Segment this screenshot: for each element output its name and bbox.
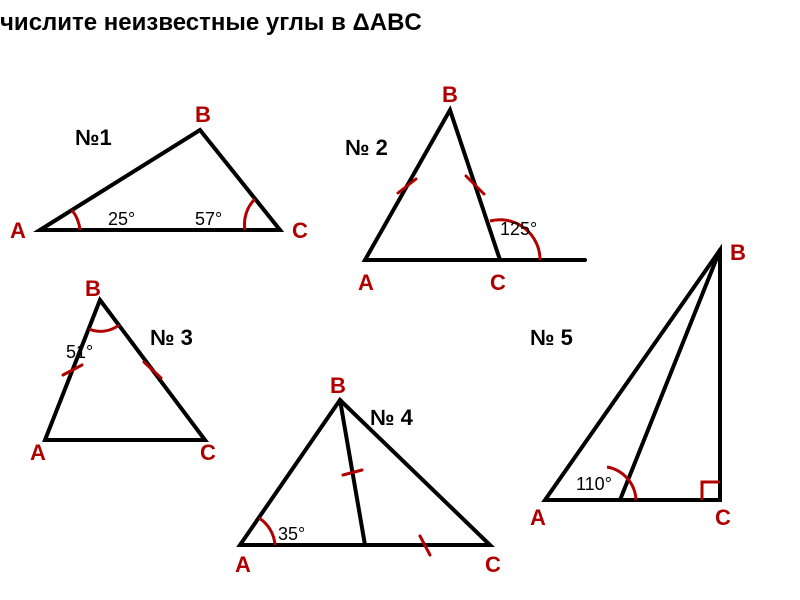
t4-C: C <box>485 552 501 577</box>
t3-B: B <box>85 276 101 301</box>
t3-tick-bc <box>144 362 161 378</box>
triangle-5: № 5 110° A B C <box>530 240 746 530</box>
t1-angle-a: 25° <box>108 209 135 229</box>
t1-angle-c: 57° <box>195 209 222 229</box>
t2-tick-ab <box>398 179 416 193</box>
t2-B: B <box>442 82 458 107</box>
t2-angle-c: 125° <box>500 219 537 239</box>
triangle-2: № 2 125° A B C <box>345 82 585 295</box>
label-2: № 2 <box>345 135 388 160</box>
t2-poly <box>365 110 500 260</box>
t2-C: C <box>490 270 506 295</box>
t1-arc-a <box>72 210 80 230</box>
t5-angle-a: 110° <box>576 474 612 494</box>
label-4: № 4 <box>370 405 414 430</box>
triangle-1: №1 25° 57° A B C <box>10 102 308 243</box>
t5-median <box>620 250 720 500</box>
diagram: числите неизвестные углы в ΔABC №1 25° 5… <box>0 0 800 600</box>
t3-arc-b <box>89 325 119 331</box>
t1-A: A <box>10 218 26 243</box>
t5-A: A <box>530 505 546 530</box>
triangle-4: № 4 35° A B C <box>235 373 501 577</box>
t3-poly <box>45 300 205 440</box>
t3-C: C <box>200 440 216 465</box>
t2-A: A <box>358 270 374 295</box>
t4-B: B <box>330 373 346 398</box>
t4-arc-a <box>259 518 275 545</box>
t1-C: C <box>292 218 308 243</box>
t4-angle-a: 35° <box>278 524 305 544</box>
t5-B: B <box>730 240 746 265</box>
t5-right-angle <box>702 482 720 500</box>
label-3: № 3 <box>150 325 193 350</box>
t3-angle-b: 51° <box>66 342 93 362</box>
t5-C: C <box>715 505 731 530</box>
t1-B: B <box>195 102 211 127</box>
page-title: числите неизвестные углы в ΔABC <box>0 9 422 36</box>
t4-A: A <box>235 552 251 577</box>
t3-A: A <box>30 440 46 465</box>
t5-poly <box>545 250 720 500</box>
label-1: №1 <box>75 125 112 150</box>
label-5: № 5 <box>530 325 573 350</box>
triangle-3: № 3 51° A B C <box>30 276 216 465</box>
t1-arc-c <box>244 199 255 230</box>
